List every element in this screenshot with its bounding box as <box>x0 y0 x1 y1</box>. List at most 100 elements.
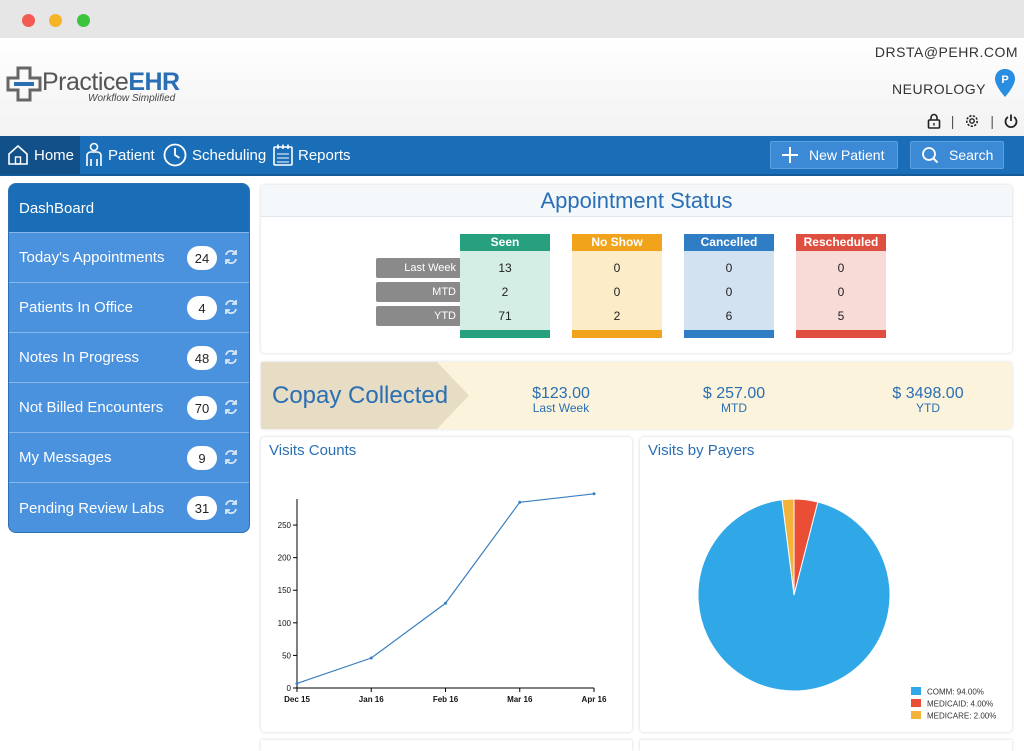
practice-ehr-logo[interactable]: PracticeEHR Workflow Simplified <box>6 66 216 110</box>
refresh-icon[interactable] <box>223 347 239 367</box>
status-value[interactable]: 0 <box>613 261 621 275</box>
x-tick-label: Mar 16 <box>507 695 533 704</box>
copay-period: YTD <box>916 401 940 415</box>
copay-mtd: $ 257.00 MTD <box>654 385 814 415</box>
row-label-mtd: MTD <box>376 282 461 302</box>
specialty-label[interactable]: NEUROLOGY <box>892 81 986 97</box>
sidebar-item-todays-appointments[interactable]: Today's Appointments 24 <box>9 233 249 283</box>
status-value[interactable]: 0 <box>837 285 845 299</box>
data-point[interactable] <box>444 601 447 605</box>
legend-swatch <box>911 687 921 695</box>
plus-icon <box>782 147 798 163</box>
logo-wordmark: PracticeEHR <box>42 68 180 96</box>
status-column-header: Rescheduled <box>796 234 886 251</box>
separator: | <box>950 113 955 129</box>
header-actions: | | <box>927 111 1018 131</box>
data-point[interactable] <box>518 500 522 504</box>
nav-home-label: Home <box>34 146 75 164</box>
clock-icon <box>163 143 187 167</box>
status-value[interactable]: 0 <box>837 261 845 275</box>
copay-period: MTD <box>721 401 747 415</box>
separator: | <box>990 113 994 129</box>
status-column-footer <box>684 330 774 338</box>
payers-pie-chart: COMM: 94.00% MEDICAID: 4.00% MEDICARE: 2.0… <box>697 498 996 721</box>
sidebar-item-label: Not Billed Encounters <box>19 399 164 416</box>
sidebar-item-label: My Messages <box>19 449 112 466</box>
pin-letter: P <box>1001 74 1008 86</box>
legend-label: MEDICARE: 2.00% <box>927 712 996 721</box>
patient-icon <box>86 142 102 166</box>
refresh-icon[interactable] <box>223 447 239 467</box>
status-value[interactable]: 0 <box>725 285 733 299</box>
home-icon <box>8 144 28 165</box>
data-point[interactable] <box>295 681 299 685</box>
status-value[interactable]: 2 <box>613 309 621 323</box>
status-value[interactable]: 6 <box>725 309 733 323</box>
refresh-icon[interactable] <box>223 297 239 317</box>
nav-reports[interactable]: Reports <box>272 136 351 174</box>
count-badge: 48 <box>187 346 217 370</box>
copay-collected-panel: Copay Collected $123.00 Last Week $ 257.… <box>261 362 1012 429</box>
copay-value: $123.00 <box>532 385 590 402</box>
gear-icon[interactable] <box>964 113 980 129</box>
sidebar-item-not-billed-encounters[interactable]: Not Billed Encounters 70 <box>9 383 249 433</box>
sidebar-item-notes-in-progress[interactable]: Notes In Progress 48 <box>9 333 249 383</box>
status-value[interactable]: 13 <box>498 261 512 275</box>
visits-by-payers-card: Visits by Payers COMM: 94.00% MEDICAID: 4… <box>640 437 1012 732</box>
refresh-icon[interactable] <box>223 397 239 417</box>
sidebar-title[interactable]: DashBoard <box>9 184 249 233</box>
sidebar-item-label: Patients In Office <box>19 299 133 316</box>
nav-patient[interactable]: Patient <box>84 136 155 174</box>
count-badge: 70 <box>187 396 217 420</box>
new-patient-label: New Patient <box>809 147 885 163</box>
data-point[interactable] <box>369 656 373 660</box>
status-value[interactable]: 5 <box>837 309 845 323</box>
sidebar-item-label: Pending Review Labs <box>19 499 165 517</box>
search-button[interactable]: Search <box>910 141 1004 169</box>
data-point[interactable] <box>592 492 596 496</box>
nav-reports-label: Reports <box>298 146 351 164</box>
visits-counts-card: Visits Counts 0 50 100 150 200 250 Dec 15 Jan 1… <box>261 437 632 732</box>
new-patient-button[interactable]: New Patient <box>770 141 898 169</box>
x-tick-label: Dec 15 <box>284 695 310 704</box>
y-tick-label: 250 <box>278 521 292 530</box>
copay-title: Copay Collected <box>272 382 449 409</box>
lock-icon[interactable] <box>927 113 941 129</box>
status-value[interactable]: 2 <box>501 285 509 299</box>
visits-series-line[interactable] <box>296 493 595 685</box>
logo-tagline: Workflow Simplified <box>88 93 176 104</box>
nav-home[interactable]: Home <box>0 136 80 174</box>
status-column-body <box>684 251 774 330</box>
status-column-cancelled: Cancelled 0 0 6 <box>684 234 774 338</box>
status-column-footer <box>460 330 550 338</box>
status-column-body <box>796 251 886 330</box>
status-value[interactable]: 0 <box>613 285 621 299</box>
window-close-button[interactable] <box>22 14 35 27</box>
window-maximize-button[interactable] <box>77 14 90 27</box>
power-icon[interactable] <box>1004 113 1018 129</box>
user-email[interactable]: DRSTA@PEHR.COM <box>874 44 1018 60</box>
status-column-body <box>460 251 550 330</box>
nav-scheduling-label: Scheduling <box>192 146 267 164</box>
sidebar-item-label: Today's Appointments <box>19 249 165 266</box>
search-icon <box>922 147 939 164</box>
main-nav: Home Patient Scheduling Reports <box>0 136 1024 176</box>
nav-scheduling[interactable]: Scheduling <box>162 136 266 174</box>
status-value[interactable]: 71 <box>498 309 512 323</box>
sidebar-item-patients-in-office[interactable]: Patients In Office 4 <box>9 283 249 333</box>
sidebar-item-my-messages[interactable]: My Messages 9 <box>9 433 249 483</box>
status-column-header: No Show <box>572 234 662 251</box>
copay-period: Last Week <box>532 401 590 415</box>
sidebar-item-pending-review-labs[interactable]: Pending Review Labs 31 <box>9 483 249 532</box>
refresh-icon[interactable] <box>223 247 239 267</box>
window-minimize-button[interactable] <box>49 14 62 27</box>
pie-slice-comm[interactable] <box>697 499 891 692</box>
next-row-cards <box>261 740 1012 751</box>
appointment-status-card: Appointment Status Last Week MTD YTD See… <box>261 185 1012 353</box>
refresh-icon[interactable] <box>223 497 239 517</box>
location-pin-icon[interactable]: P <box>994 68 1016 98</box>
sidebar-item-label: Notes In Progress <box>19 349 140 366</box>
visits-line-chart: 0 50 100 150 200 250 Dec 15 Jan 16 Feb 16 Mar 16 A… <box>278 492 607 704</box>
copay-last-week: $123.00 Last Week <box>481 385 641 415</box>
status-value[interactable]: 0 <box>725 261 733 275</box>
